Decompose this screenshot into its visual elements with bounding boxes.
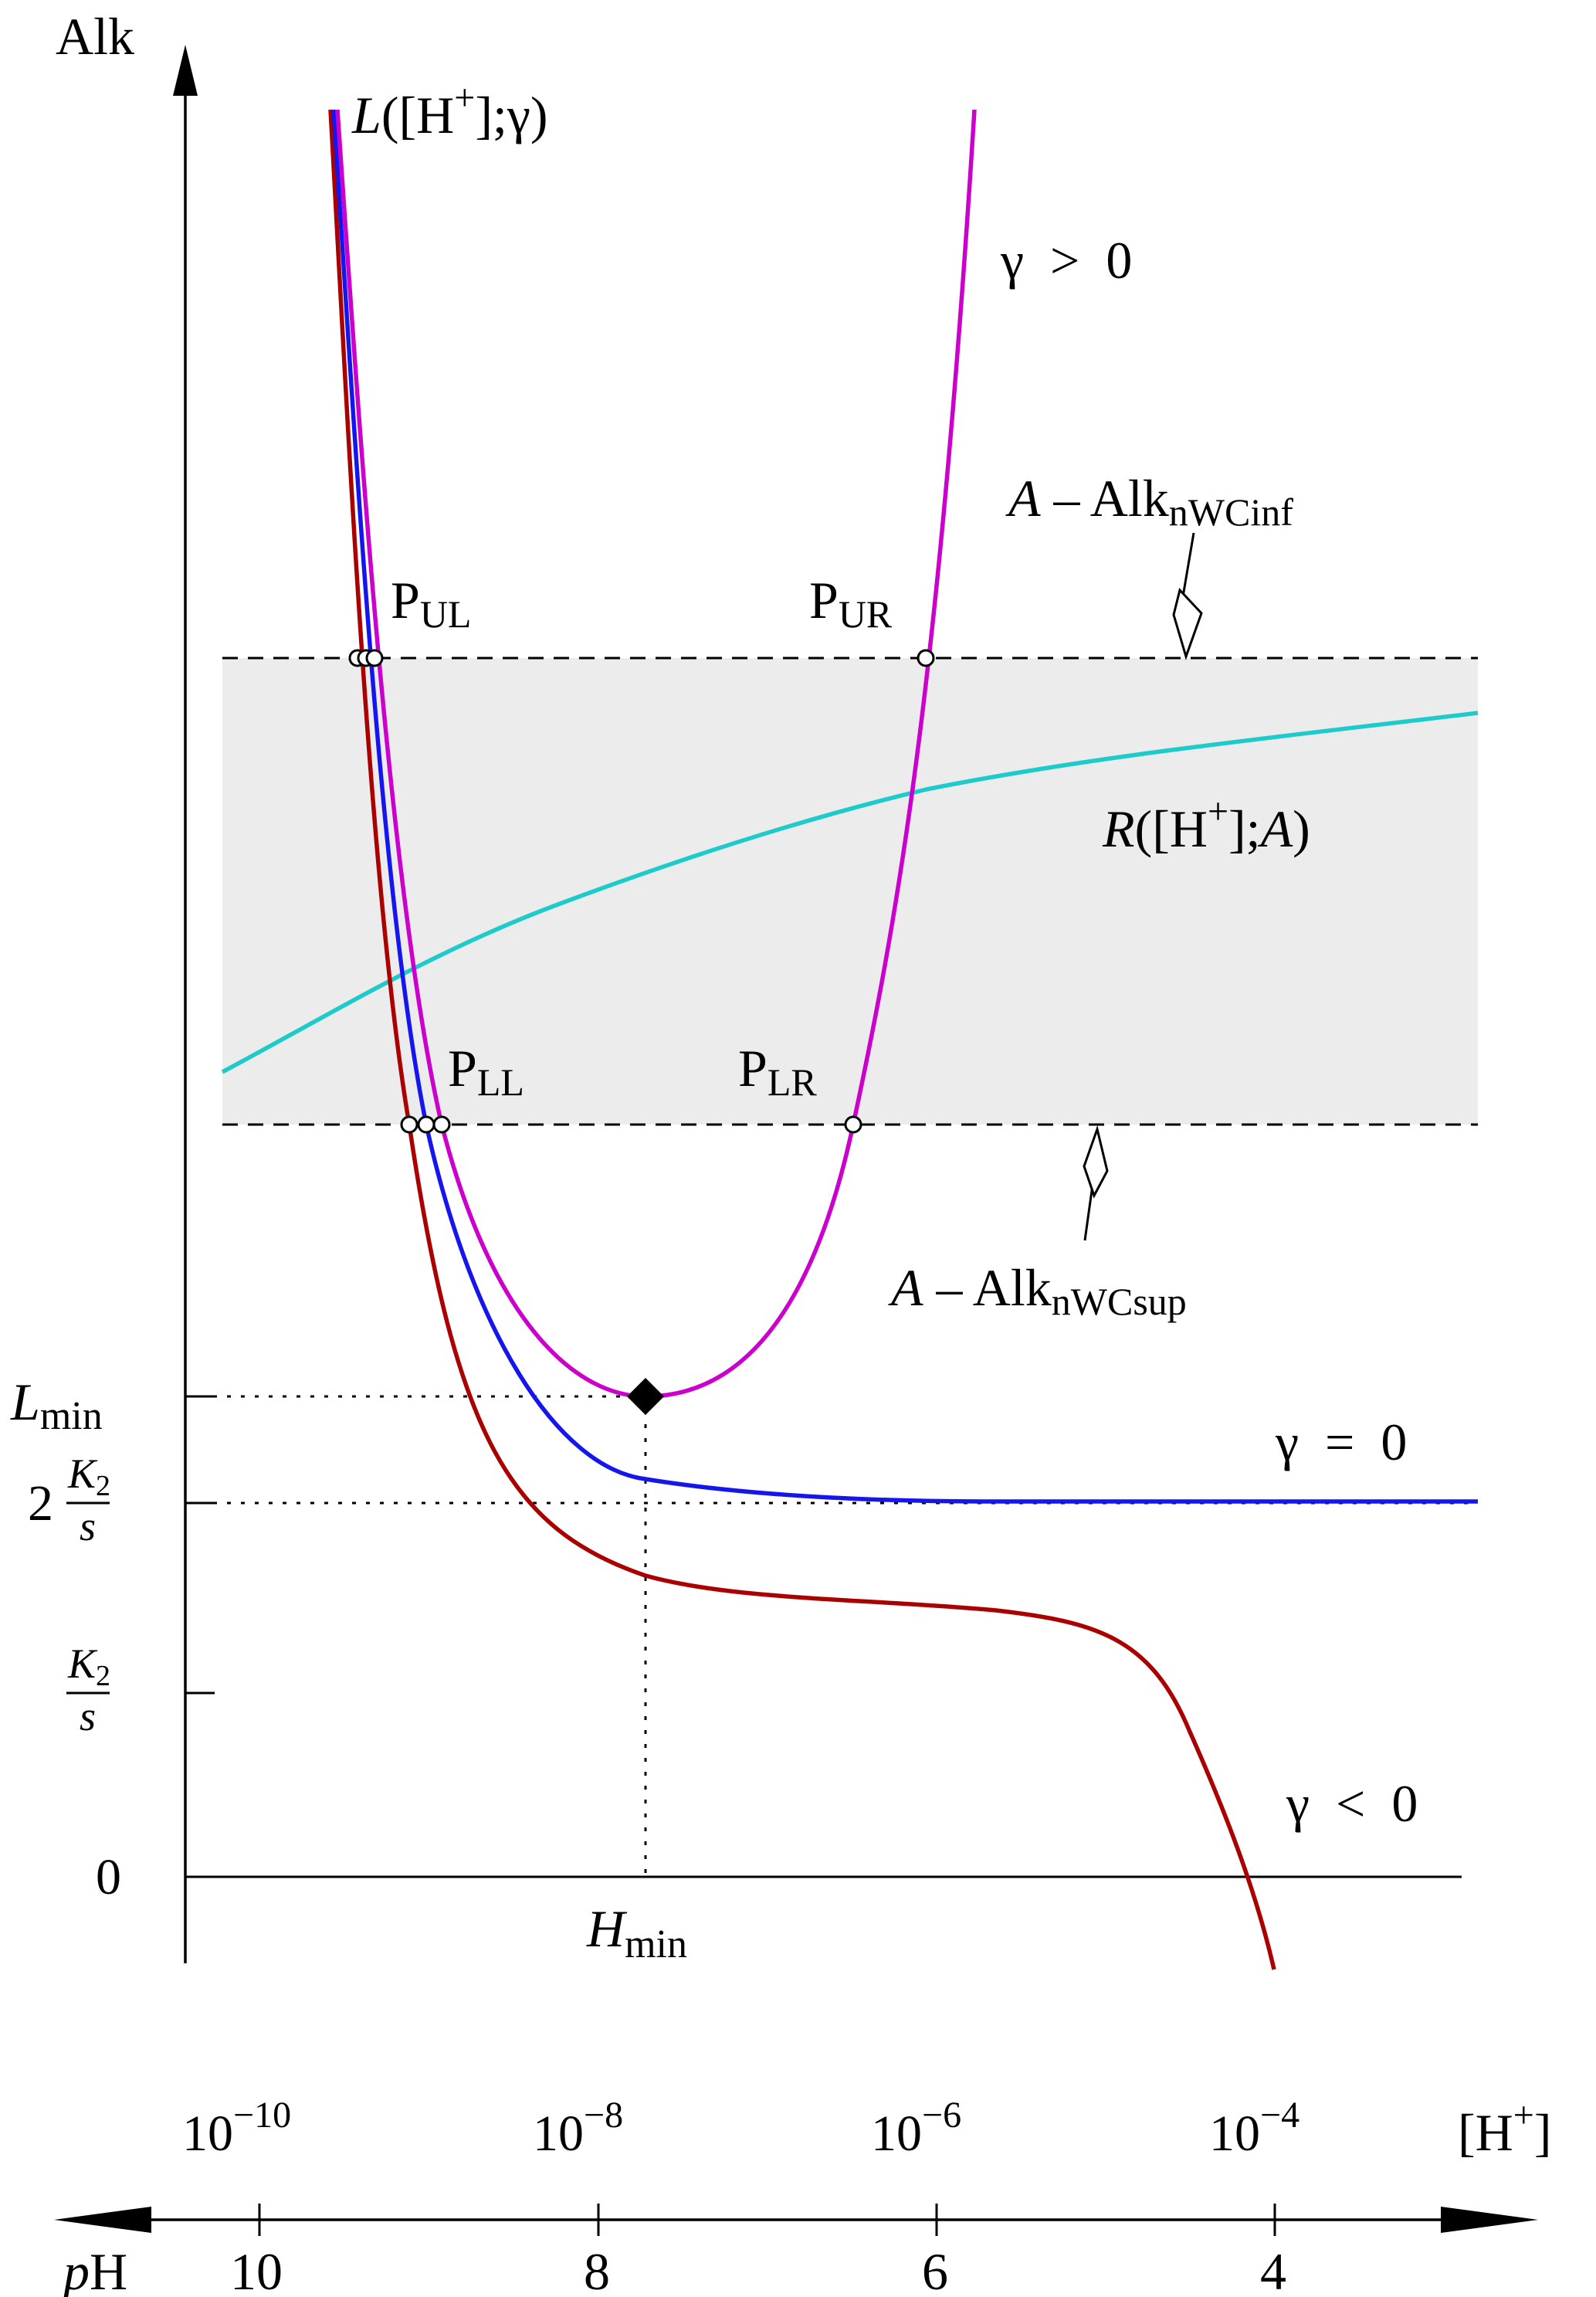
x-tick-label-1e-4: 10−4 (1209, 2095, 1300, 2162)
point-lr (844, 1115, 862, 1134)
curve-gamma-zero (331, 109, 1478, 1504)
label-gamma-pos: γ > 0 (1000, 231, 1132, 290)
svg-text:K2: K2 (67, 1640, 110, 1692)
x-axis-label-h: [H+] (1458, 2095, 1552, 2162)
y-tick-label-lmin: Lmin (10, 1372, 103, 1438)
two-k2s-den: s (80, 1503, 96, 1549)
two-k2s-k: K (67, 1450, 98, 1497)
y-tick-label-zero: 0 (96, 1849, 121, 1905)
point-ll-3 (432, 1115, 451, 1134)
lmin-main: L (10, 1372, 40, 1431)
x-axis-arrow-left (54, 2207, 151, 2233)
label-sup-line: A – AlknWCsup (888, 1258, 1187, 1323)
hmin-sub: min (625, 1922, 687, 1966)
k2s-sub: 2 (96, 1660, 110, 1692)
label-R-curve: R([H+];A) (1102, 791, 1310, 858)
ph-tick-label-4: 4 (1260, 2242, 1286, 2297)
label-PLR: PLR (738, 1039, 817, 1104)
hmin-main: H (586, 1899, 628, 1958)
x-tick-label-1e-8: 10−8 (533, 2095, 623, 2162)
x-tick-label-1e-6: 10−6 (871, 2095, 961, 2162)
label-PUR: PUR (809, 571, 893, 636)
y-axis-arrowhead (173, 45, 198, 96)
y-axis-label: Alk (56, 7, 134, 66)
label-gamma-zero: γ = 0 (1275, 1413, 1407, 1471)
sup-leader-marker (1083, 1125, 1109, 1199)
minimum-diamond (627, 1378, 664, 1415)
lmin-sub: min (40, 1394, 103, 1438)
label-inf-line: A – AlknWCinf (1005, 469, 1293, 534)
label-L-curve: L([H+];γ) (351, 77, 548, 144)
ph-tick-label-10: 10 (230, 2242, 283, 2297)
inf-leader-marker (1172, 587, 1203, 660)
k2s-k: K (67, 1640, 98, 1687)
ph-tick-label-8: 8 (584, 2242, 610, 2297)
nwc-band (222, 658, 1478, 1125)
hmin-label: Hmin (586, 1899, 687, 1966)
label-PUL: PUL (391, 571, 471, 636)
k2s-den: s (80, 1693, 96, 1739)
two-k2s-sub: 2 (96, 1470, 110, 1502)
curve-gamma-neg (328, 109, 1276, 1970)
point-ul-3 (365, 649, 384, 667)
svg-text:K2: K2 (67, 1450, 110, 1502)
y-tick-label-k2s: K2 s (66, 1640, 110, 1739)
x-axis-label-ph: pH (60, 2242, 127, 2297)
curve-R (221, 711, 1479, 1074)
y-tick-label-two-k2s: 2 K2 s (28, 1450, 110, 1549)
point-ll-2 (417, 1115, 435, 1134)
x-tick-label-1e-10: 10−10 (182, 2095, 291, 2162)
label-gamma-neg: γ < 0 (1286, 1774, 1418, 1833)
two-k2s-coef: 2 (28, 1475, 53, 1532)
label-PLL: PLL (448, 1039, 524, 1104)
point-ur (917, 649, 935, 667)
point-ll-1 (400, 1115, 418, 1134)
ph-tick-label-6: 6 (922, 2242, 948, 2297)
x-axis-arrow-right (1441, 2207, 1538, 2233)
